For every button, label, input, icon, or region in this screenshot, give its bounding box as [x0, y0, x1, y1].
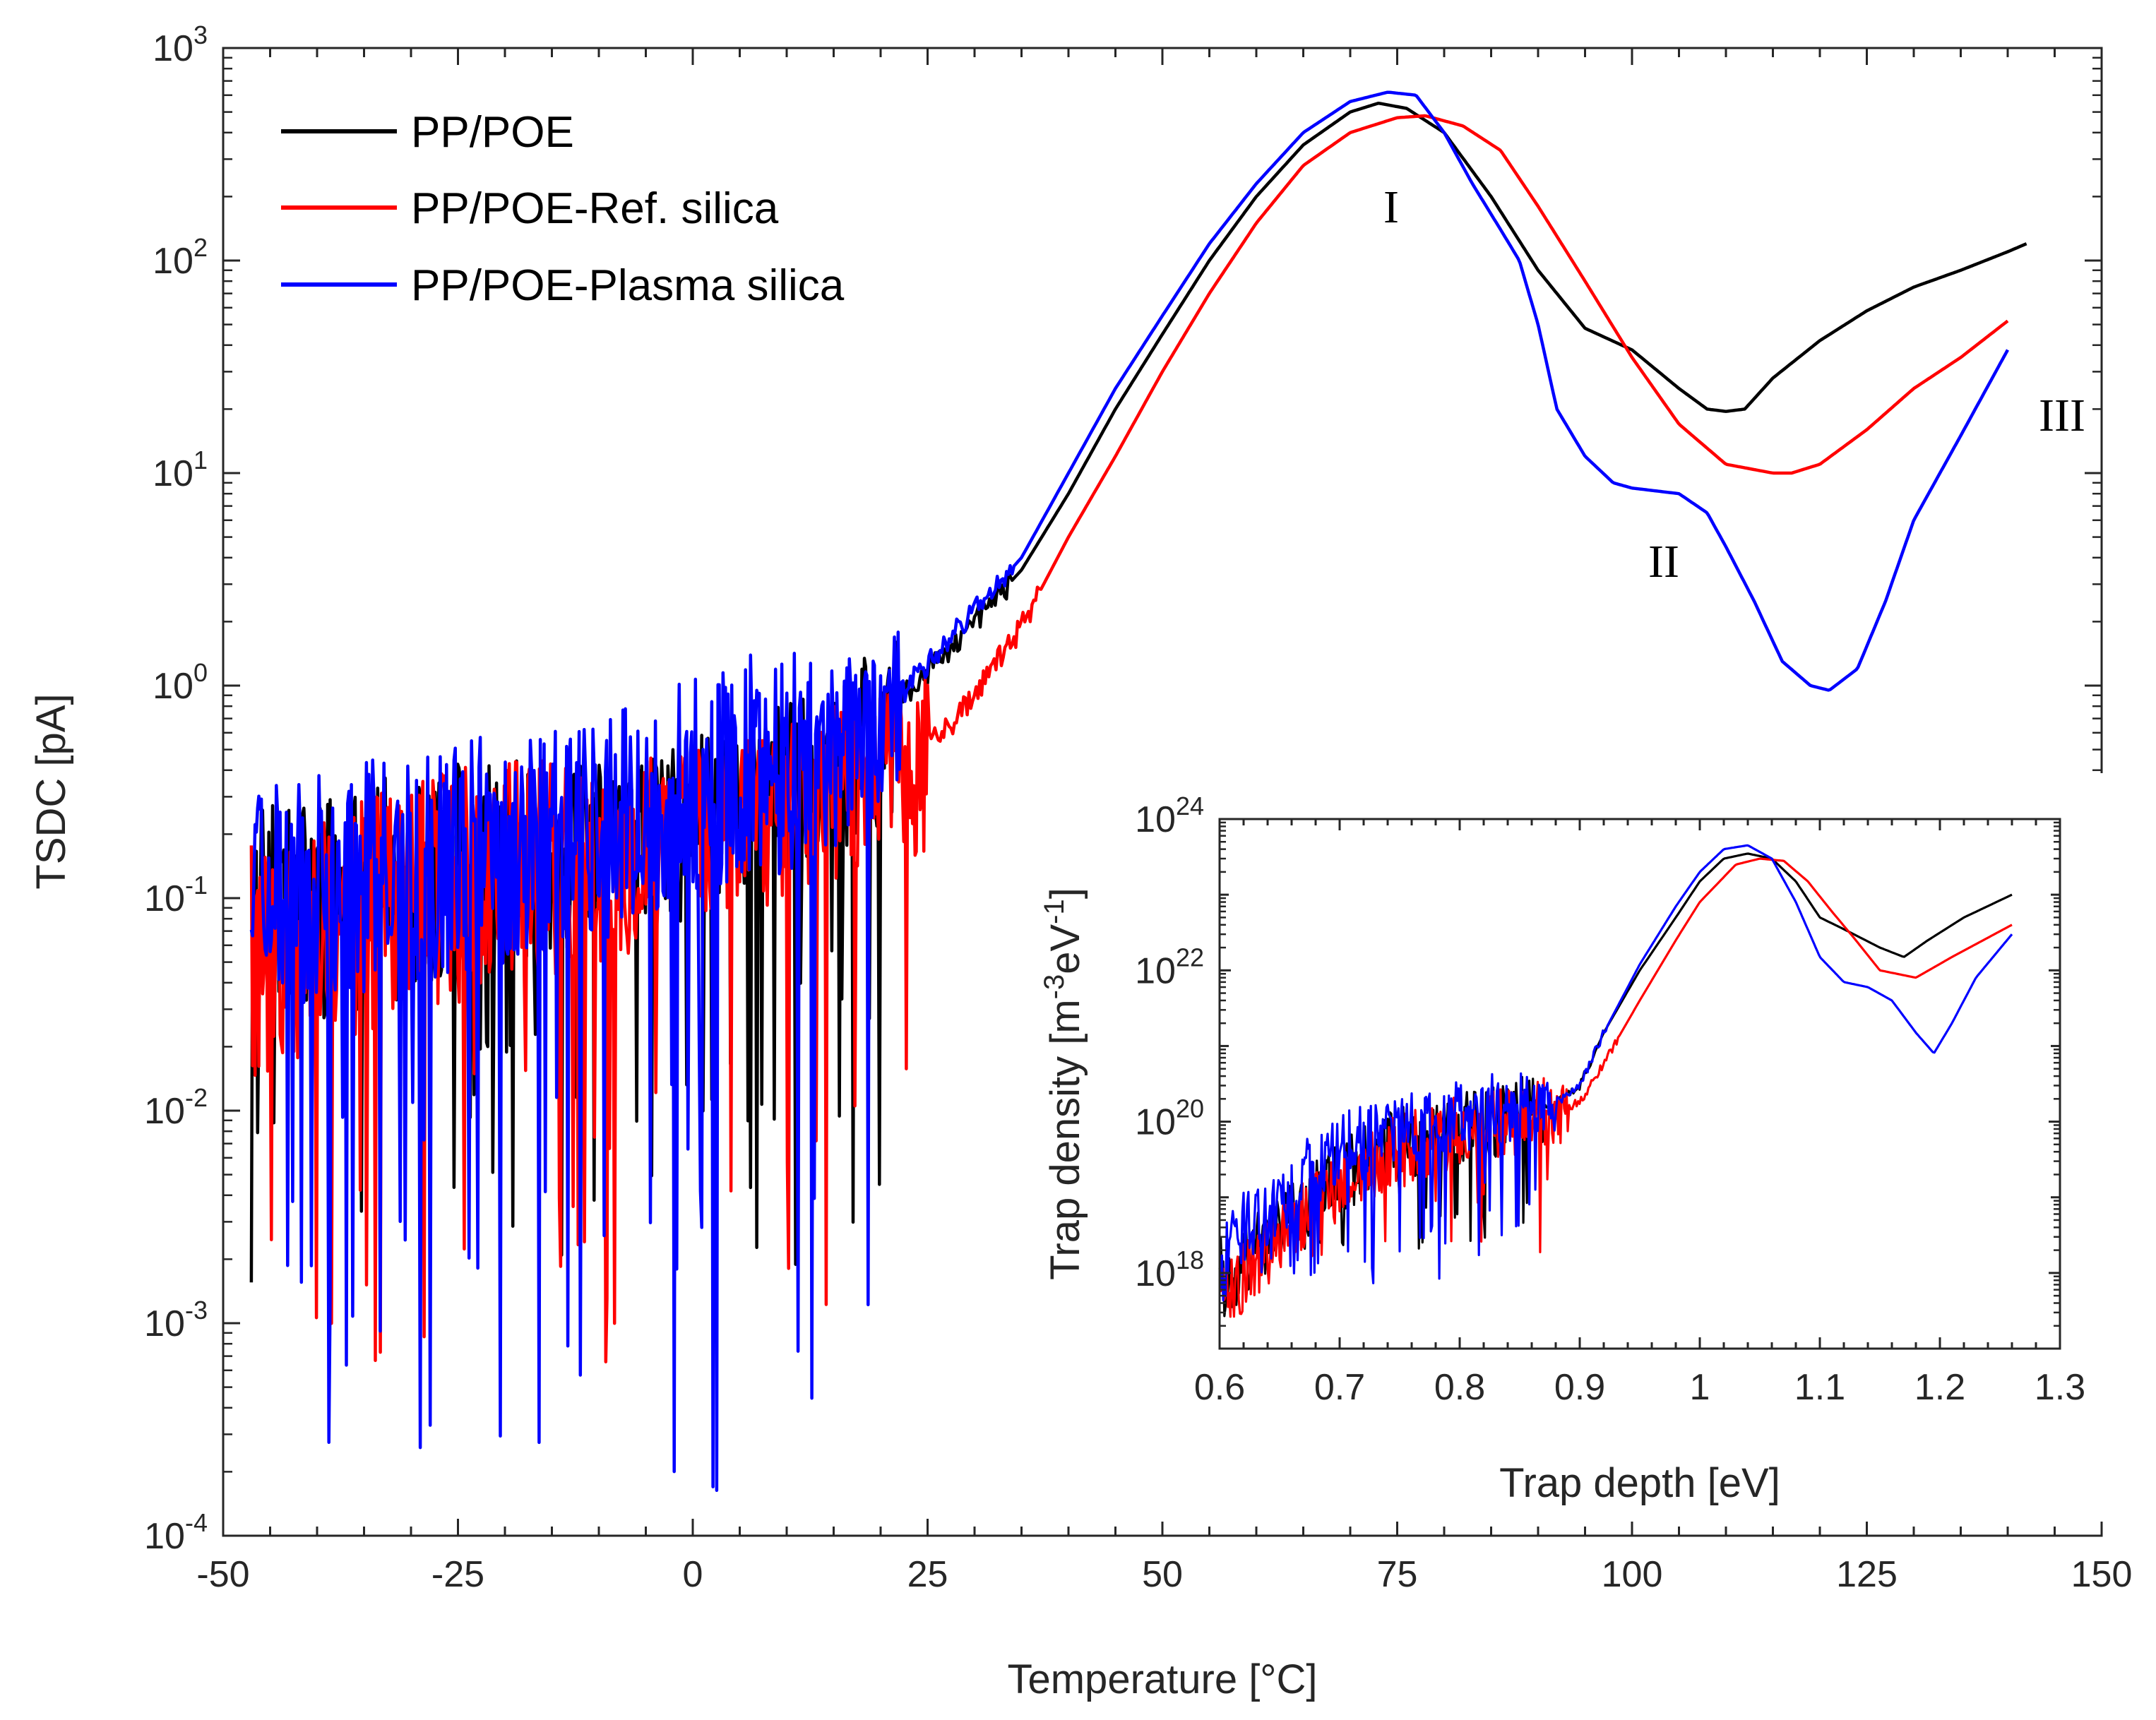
inset-x-tick-label: 1 [1690, 1367, 1710, 1408]
main-x-tick-label: 150 [2071, 1554, 2133, 1595]
inset-x-tick-label: 1.2 [1914, 1367, 1965, 1408]
inset-x-tick-label: 0.9 [1554, 1367, 1605, 1408]
main-x-tick-label: 100 [1602, 1554, 1663, 1595]
inset-y-tick-label: 1022 [1135, 943, 1204, 991]
main-x-tick-label: -50 [196, 1554, 249, 1595]
main-y-tick-label: 10-3 [144, 1296, 208, 1344]
main-x-tick-label: 75 [1377, 1554, 1418, 1595]
main-y-tick-label: 102 [153, 233, 208, 282]
main-y-tick-label: 101 [153, 446, 208, 494]
inset-series-line-2 [1218, 844, 2013, 1302]
inset-x-tick-label: 0.7 [1314, 1367, 1365, 1408]
main-x-tick-label: 50 [1142, 1554, 1183, 1595]
inset-y-title-end: ] [1042, 888, 1088, 899]
peak-label-1: I [1383, 181, 1399, 233]
inset-y-tick-label: 1020 [1135, 1094, 1204, 1143]
legend-label-plasma-silica: PP/POE-Plasma silica [411, 261, 845, 310]
inset-plot-frame [1218, 818, 2061, 1350]
main-y-tick-label: 100 [153, 658, 208, 707]
inset-ticks-group [1218, 818, 2061, 1350]
inset-tick-labels: 0.6 0.7 0.8 0.9 1 1.1 1.2 1.3 1018 1020 1022 1024 [1135, 792, 2085, 1408]
inset-x-tick-label: 0.8 [1434, 1367, 1485, 1408]
inset-plot-area [1220, 819, 2060, 1349]
main-x-tick-label: 0 [683, 1554, 703, 1595]
main-x-tick-label: 25 [907, 1554, 948, 1595]
inset-x-axis-title: Trap depth [eV] [1499, 1460, 1780, 1506]
main-y-tick-label: 103 [153, 20, 208, 69]
main-legend: PP/POE PP/POE-Ref. silica PP/POE-Plasma … [281, 108, 845, 310]
peak-label-2: II [1648, 536, 1679, 587]
main-y-axis-title: TSDC [pA] [28, 693, 74, 889]
inset-y-tick-label: 1018 [1135, 1246, 1204, 1294]
main-x-axis-title: Temperature [°C] [1007, 1656, 1317, 1702]
legend-label-pp-poe: PP/POE [411, 108, 574, 157]
inset-plot: 0.6 0.7 0.8 0.9 1 1.1 1.2 1.3 1018 1020 1022 1024 T… [1003, 773, 2104, 1522]
inset-y-title-main: Trap density [m [1042, 999, 1088, 1280]
main-y-tick-label: 10-2 [144, 1083, 208, 1132]
inset-y-tick-label: 1024 [1135, 792, 1204, 840]
main-y-tick-label: 10-4 [144, 1508, 208, 1557]
inset-y-title-exp1: -3 [1039, 974, 1070, 1000]
inset-x-tick-label: 1.3 [2035, 1367, 2085, 1408]
legend-label-ref-silica: PP/POE-Ref. silica [411, 184, 779, 233]
main-x-tick-label: -25 [431, 1554, 484, 1595]
inset-series-group [1218, 844, 2013, 1318]
inset-y-title-exp2: -1 [1039, 899, 1070, 924]
main-y-tick-label: 10-1 [144, 871, 208, 919]
main-tick-labels: -50 -25 0 25 50 75 100 125 15010-410-310-210-110… [144, 20, 2132, 1595]
inset-y-axis-title: Trap density [m-3eV-1] [1039, 888, 1088, 1280]
main-x-tick-label: 125 [1836, 1554, 1898, 1595]
main-series-line-1 [249, 114, 2009, 1363]
main-series-group [249, 90, 2027, 1493]
inset-x-tick-label: 0.6 [1194, 1367, 1245, 1408]
peak-label-3: III [2039, 390, 2085, 441]
main-series-line-2 [249, 90, 2009, 1493]
inset-x-tick-label: 1.1 [1794, 1367, 1845, 1408]
inset-y-title-mid: eV [1042, 924, 1088, 974]
